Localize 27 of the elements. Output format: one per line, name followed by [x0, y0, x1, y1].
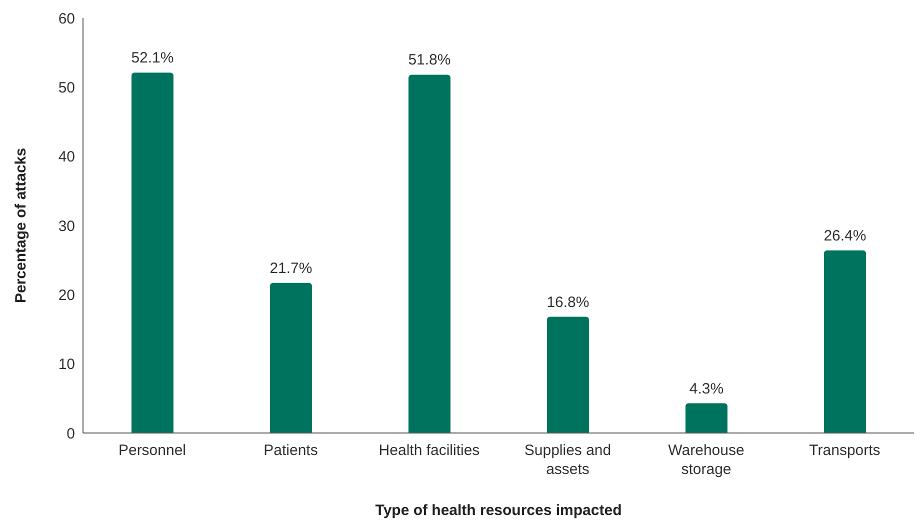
bar: [685, 403, 728, 433]
bar: [408, 74, 450, 433]
y-tick-label: 10: [58, 356, 75, 374]
data-label: 51.8%: [408, 52, 451, 69]
y-tick-label: 30: [58, 218, 75, 235]
x-tick-label: Personnel: [118, 442, 186, 459]
data-label: 52.1%: [131, 50, 174, 67]
x-tick-label: Health facilities: [378, 442, 480, 459]
bar: [270, 282, 312, 433]
y-tick-label: 50: [58, 79, 75, 96]
x-tick-label: Transports: [809, 442, 880, 459]
y-tick-label: 40: [58, 148, 75, 166]
y-tick-label: 60: [58, 10, 75, 28]
x-axis-title: Type of health resources impacted: [375, 502, 622, 519]
x-tick-label: Supplies and assets: [524, 442, 612, 478]
data-label: 26.4%: [824, 227, 866, 244]
bar: [546, 316, 589, 433]
bar: [824, 250, 866, 433]
data-label: 4.3%: [689, 380, 724, 398]
x-tick-label: Warehouse storage: [668, 442, 744, 478]
bar: [131, 72, 174, 433]
y-tick-label: 0: [66, 425, 75, 442]
data-label: 16.8%: [546, 294, 590, 311]
y-tick-label: 20: [58, 286, 75, 304]
y-axis-title: Percentage of attacks: [12, 148, 30, 304]
x-tick-label: Patients: [264, 442, 318, 459]
data-label: 21.7%: [270, 260, 312, 277]
